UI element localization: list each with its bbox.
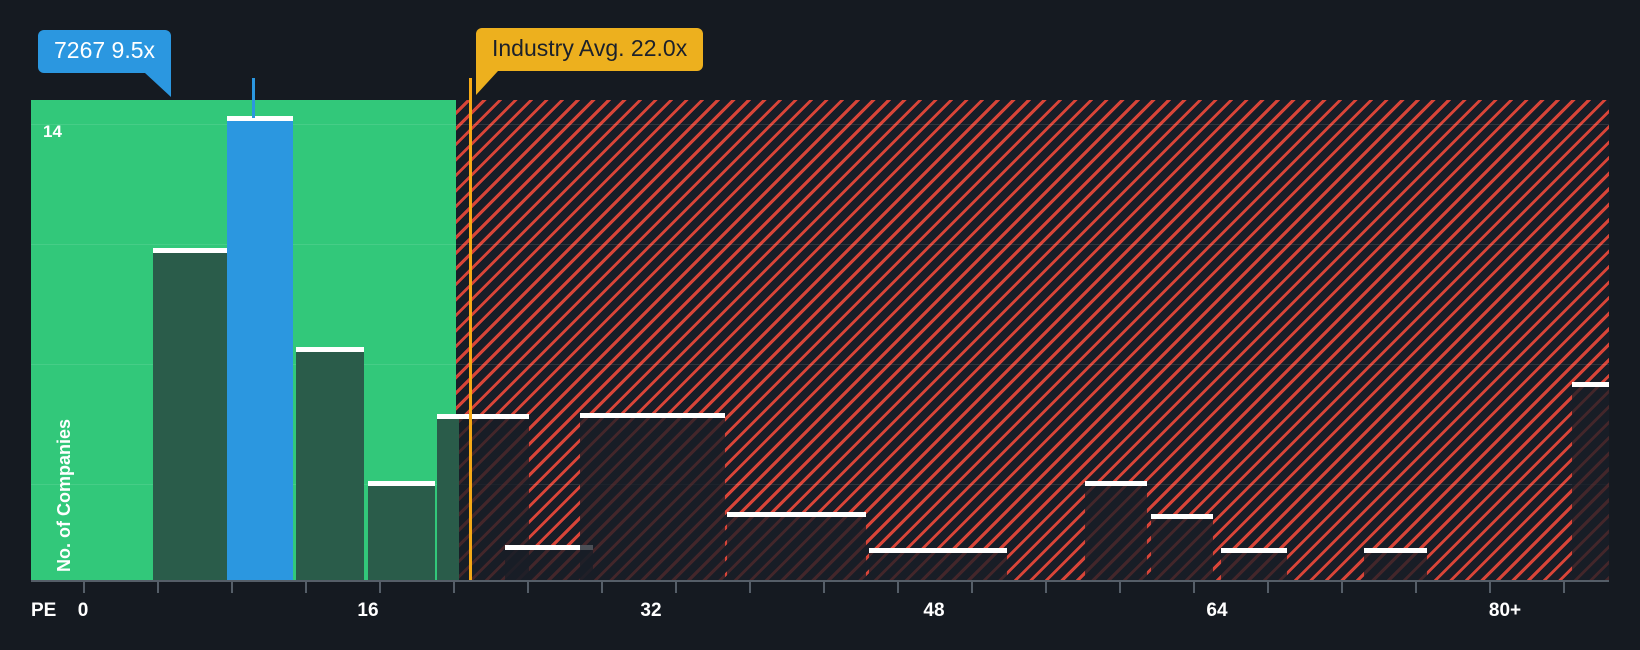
histogram-bar[interactable] bbox=[1085, 481, 1147, 580]
x-axis-tick-label: 48 bbox=[923, 600, 945, 621]
x-axis-tick-label: 16 bbox=[357, 600, 379, 621]
x-axis-tick bbox=[379, 582, 381, 593]
overvalued-region bbox=[456, 100, 1609, 580]
gridline bbox=[31, 244, 1609, 245]
bar-body bbox=[1085, 486, 1147, 580]
histogram-bar[interactable] bbox=[796, 512, 866, 580]
x-axis-tick bbox=[527, 582, 529, 593]
bar-cap bbox=[654, 413, 725, 418]
gridline bbox=[31, 124, 1609, 125]
industry-average-line bbox=[469, 78, 472, 580]
company-pe-callout-label: 7267 9.5x bbox=[54, 37, 156, 63]
histogram-bar[interactable] bbox=[296, 347, 364, 580]
x-axis-tick-label: 80+ bbox=[1488, 600, 1522, 621]
bar-cap bbox=[1085, 481, 1147, 486]
bar-body bbox=[1221, 553, 1287, 580]
bar-body bbox=[368, 486, 435, 580]
x-axis-tick bbox=[601, 582, 603, 593]
x-axis-tick bbox=[1119, 582, 1121, 593]
x-axis-tick-label: 0 bbox=[77, 600, 89, 621]
x-axis-tick bbox=[675, 582, 677, 593]
callout-tail-icon bbox=[145, 73, 172, 97]
x-axis-tick bbox=[897, 582, 899, 593]
x-axis-tick bbox=[453, 582, 455, 593]
bar-cap bbox=[368, 481, 435, 486]
bar-body bbox=[227, 121, 293, 580]
x-axis-prefix-label: PE bbox=[31, 600, 57, 621]
bar-cap bbox=[153, 248, 227, 253]
bar-cap bbox=[727, 512, 796, 517]
bar-cap bbox=[296, 347, 364, 352]
x-axis-tick bbox=[1267, 582, 1269, 593]
x-axis-tick bbox=[749, 582, 751, 593]
histogram-bar[interactable] bbox=[368, 481, 435, 580]
bar-body bbox=[1364, 553, 1427, 580]
histogram-bar[interactable] bbox=[869, 548, 935, 580]
x-axis-tick bbox=[1415, 582, 1417, 593]
bar-body bbox=[1151, 519, 1213, 580]
callout-tail-icon bbox=[476, 71, 498, 95]
industry-average-callout-label: Industry Avg. 22.0x bbox=[492, 35, 688, 61]
bar-body bbox=[437, 419, 459, 580]
histogram-bar[interactable] bbox=[727, 512, 796, 580]
x-axis-tick bbox=[1045, 582, 1047, 593]
x-axis-tick bbox=[1563, 582, 1565, 593]
bar-body bbox=[1572, 387, 1609, 580]
bar-body bbox=[869, 553, 935, 580]
x-axis-tick bbox=[1341, 582, 1343, 593]
bar-body bbox=[580, 418, 654, 580]
histogram-bar[interactable] bbox=[1572, 382, 1609, 580]
gridline bbox=[31, 364, 1609, 365]
bar-body bbox=[796, 517, 866, 580]
company-pe-callout[interactable]: 7267 9.5x bbox=[38, 30, 172, 97]
bar-cap bbox=[1364, 548, 1427, 553]
x-axis-tick-label: 64 bbox=[1206, 600, 1228, 621]
y-axis-title: No. of Companies bbox=[54, 418, 74, 572]
histogram-bar[interactable] bbox=[153, 248, 227, 580]
x-axis-line bbox=[31, 580, 1609, 582]
bar-cap bbox=[796, 512, 866, 517]
plot-area: 14 No. of Companies bbox=[31, 100, 1609, 580]
histogram-bar[interactable] bbox=[505, 545, 593, 580]
bar-body bbox=[153, 253, 227, 580]
company-marker-stem bbox=[252, 78, 255, 118]
bar-cap bbox=[459, 414, 529, 419]
x-axis-tick bbox=[823, 582, 825, 593]
bar-body bbox=[296, 352, 364, 580]
bar-cap bbox=[580, 413, 654, 418]
y-axis-max-label: 14 bbox=[43, 122, 62, 141]
histogram-bar[interactable] bbox=[1364, 548, 1427, 580]
x-axis-tick bbox=[231, 582, 233, 593]
bar-cap bbox=[505, 545, 593, 550]
x-axis-tick bbox=[1193, 582, 1195, 593]
bar-cap bbox=[437, 414, 459, 419]
bar-body bbox=[505, 550, 593, 580]
histogram-bar[interactable] bbox=[1151, 514, 1213, 580]
bar-body bbox=[935, 553, 1007, 580]
x-axis-tick bbox=[157, 582, 159, 593]
industry-average-callout[interactable]: Industry Avg. 22.0x bbox=[476, 28, 704, 95]
x-axis-tick bbox=[305, 582, 307, 593]
bar-cap bbox=[1221, 548, 1287, 553]
bar-body bbox=[654, 418, 725, 580]
x-axis-tick bbox=[971, 582, 973, 593]
x-axis-tick bbox=[83, 582, 85, 593]
bar-cap bbox=[227, 116, 293, 121]
histogram-bar[interactable] bbox=[580, 413, 654, 580]
histogram-bar[interactable] bbox=[935, 548, 1007, 580]
histogram-bar[interactable] bbox=[654, 413, 725, 580]
bar-cap bbox=[1151, 514, 1213, 519]
bar-body bbox=[727, 517, 796, 580]
bar-cap bbox=[935, 548, 1007, 553]
gridline bbox=[31, 484, 1609, 485]
histogram-bar[interactable] bbox=[437, 414, 459, 580]
bar-cap bbox=[1572, 382, 1609, 387]
bar-cap bbox=[869, 548, 935, 553]
x-axis-tick-label: 32 bbox=[640, 600, 662, 621]
histogram-bar-highlight[interactable] bbox=[227, 116, 293, 580]
x-axis-tick bbox=[1489, 582, 1491, 593]
histogram-bar[interactable] bbox=[1221, 548, 1287, 580]
